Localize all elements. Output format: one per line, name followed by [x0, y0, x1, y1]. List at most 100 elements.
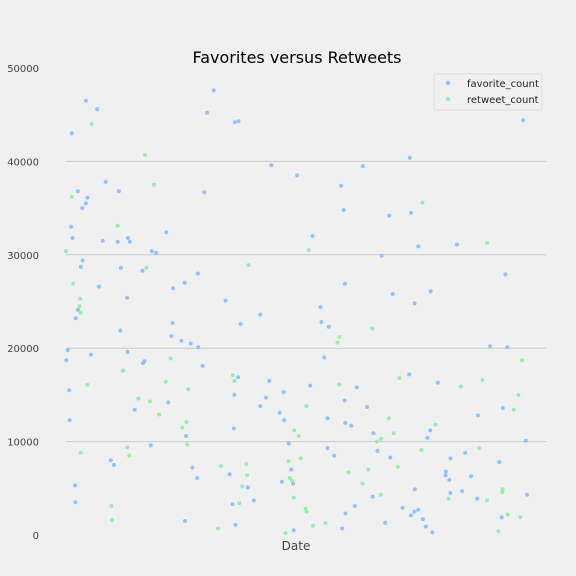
favorite-point — [258, 312, 263, 317]
favorite-point — [232, 120, 237, 125]
favorite-point — [115, 239, 120, 244]
retweet-point — [366, 467, 371, 472]
favorite-point — [236, 119, 241, 124]
favorite-point — [67, 388, 72, 393]
favorite-point — [523, 438, 528, 443]
favorite-point — [195, 271, 200, 276]
favorite-point — [521, 118, 526, 123]
retweet-point — [78, 296, 83, 301]
favorite-point — [412, 509, 417, 514]
retweet-point — [219, 463, 223, 468]
favorite-point — [200, 363, 205, 368]
favorite-point — [183, 519, 187, 523]
favorite-point — [342, 398, 347, 403]
favorite-point — [488, 344, 493, 349]
favorite-point — [125, 349, 130, 354]
favorite-point — [354, 385, 359, 390]
favorite-point — [75, 189, 80, 194]
favorite-point — [245, 485, 250, 490]
retweet-point — [337, 382, 342, 387]
retweet-point — [511, 407, 516, 412]
retweet-point — [283, 531, 288, 536]
retweet-point — [306, 248, 311, 253]
favorite-point — [83, 201, 88, 206]
retweet-point — [232, 378, 237, 383]
favorite-point — [67, 418, 72, 423]
favorite-point — [428, 289, 433, 294]
retweet-point — [237, 501, 242, 506]
retweet-point — [395, 464, 400, 469]
favorite-point — [412, 487, 417, 492]
retweet-point — [496, 529, 501, 534]
favorite-point — [400, 505, 405, 510]
retweet-point — [184, 420, 189, 424]
favorite-point — [343, 420, 348, 425]
y-axis-ticks: 0 10000 20000 30000 40000 50000 — [7, 64, 39, 542]
retweet-point — [115, 223, 120, 228]
favorite-point — [448, 456, 453, 461]
favorite-point — [525, 492, 529, 497]
favorite-point — [295, 173, 300, 178]
retweet-point — [127, 453, 132, 458]
favorite-point — [149, 249, 154, 254]
favorite-point — [282, 418, 287, 423]
favorite-point — [322, 355, 327, 360]
favorite-point — [154, 250, 159, 255]
favorite-point — [140, 268, 145, 273]
legend-marker-favorite — [445, 80, 451, 86]
favorite-point — [78, 264, 83, 269]
favorite-point — [390, 292, 395, 296]
favorite-point — [430, 530, 435, 535]
favorite-point — [65, 348, 70, 353]
favorite-point — [80, 206, 85, 211]
retweet-point — [419, 448, 424, 452]
favorite-point — [443, 469, 448, 474]
y-tick-label: 10000 — [7, 438, 39, 449]
favorite-point — [111, 462, 116, 467]
retweet-point — [230, 373, 235, 378]
favorite-point — [463, 450, 468, 455]
retweet-point — [78, 450, 83, 455]
retweet-point — [121, 368, 126, 373]
retweet-point — [77, 304, 82, 309]
favorite-point — [412, 301, 417, 306]
favorite-point — [375, 448, 380, 453]
favorite-point — [116, 189, 121, 194]
favorite-point — [132, 407, 137, 412]
favorite-point — [349, 423, 354, 428]
favorite-point — [80, 258, 85, 263]
favorite-point — [127, 239, 132, 244]
favorite-point — [190, 465, 195, 470]
retweet-point — [304, 509, 309, 514]
retweet-point — [391, 431, 396, 436]
legend-box — [433, 73, 543, 111]
favorite-point — [476, 413, 480, 418]
retweet-point — [152, 182, 157, 187]
retweet-point — [518, 515, 523, 520]
legend-label-retweet: retweet_count — [467, 95, 539, 106]
favorite-point — [171, 286, 176, 291]
favorite-point — [238, 321, 243, 326]
favorite-point — [264, 395, 268, 400]
y-tick-label: 30000 — [7, 251, 39, 262]
legend: favorite_count retweet_count — [433, 73, 543, 111]
retweet-point — [370, 326, 375, 331]
retweet-point — [446, 496, 451, 501]
favorite-point — [73, 316, 78, 321]
favorite-point — [169, 334, 174, 339]
retweet-point — [375, 439, 379, 444]
retweet-point — [335, 340, 340, 345]
favorite-point — [70, 236, 75, 240]
favorite-point — [319, 320, 324, 324]
retweet-point — [379, 436, 383, 441]
favorite-point — [291, 528, 296, 533]
favorite-point — [279, 479, 284, 484]
retweet-point — [500, 490, 505, 494]
favorite-point — [423, 524, 428, 529]
favorite-point — [339, 183, 344, 188]
favorite-point — [164, 230, 169, 235]
retweet-point — [109, 504, 114, 508]
retweet-point — [147, 399, 152, 404]
retweet-point — [64, 249, 68, 254]
